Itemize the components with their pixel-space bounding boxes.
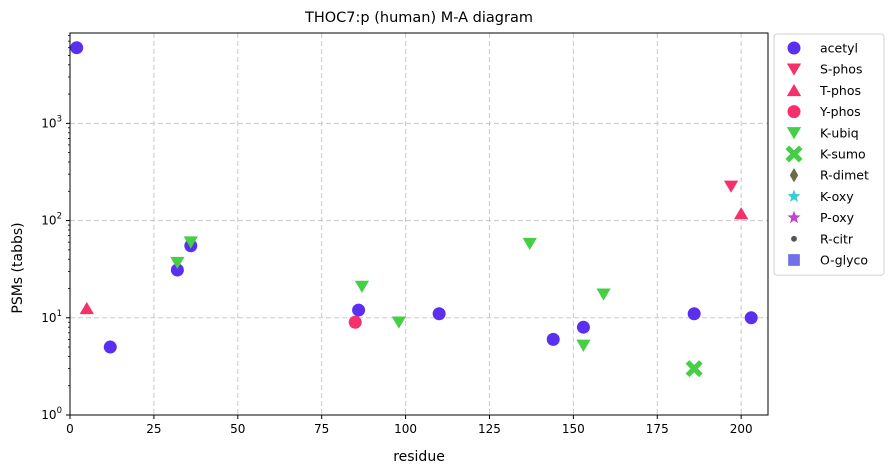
legend-marker-p-oxy bbox=[787, 210, 801, 224]
data-point-acetyl bbox=[170, 263, 184, 277]
x-tick-label: 100 bbox=[394, 422, 417, 436]
x-tick-label: 50 bbox=[230, 422, 245, 436]
legend: acetyl S-phos T-phos Y-phos K-ubiq K-sumo R-di… bbox=[773, 33, 885, 276]
legend-label: S-phos bbox=[820, 62, 862, 77]
legend-marker-o-glyco bbox=[788, 254, 800, 266]
x-tick-label: 125 bbox=[478, 422, 501, 436]
chart-title: THOC7:p (human) M-A diagram bbox=[304, 10, 533, 26]
y-tick-label: 101 bbox=[41, 309, 62, 325]
legend-marker-k-ubiq bbox=[786, 127, 802, 140]
data-point-t-phos bbox=[79, 301, 94, 315]
data-point-acetyl bbox=[576, 320, 590, 334]
data-point-acetyl bbox=[70, 41, 84, 55]
y-axis-label: PSMs (tabbs) bbox=[10, 222, 26, 313]
y-tick-label: 100 bbox=[41, 406, 62, 422]
legend-label: P-oxy bbox=[820, 210, 855, 225]
data-point-k-ubiq bbox=[170, 256, 185, 269]
legend-label: O-glyco bbox=[820, 253, 868, 268]
legend-label: R-citr bbox=[820, 231, 854, 246]
data-point-acetyl bbox=[352, 303, 366, 317]
x-axis-label: residue bbox=[393, 449, 445, 465]
legend-marker-y-phos bbox=[787, 105, 801, 119]
data-point-acetyl bbox=[103, 340, 117, 354]
data-point-k-ubiq bbox=[391, 316, 407, 329]
y-tick-label: 103 bbox=[41, 114, 62, 130]
y-tick-label: 102 bbox=[41, 212, 62, 228]
data-point-k-sumo bbox=[685, 360, 703, 378]
data-point-k-ubiq bbox=[354, 280, 370, 293]
x-tick-label: 0 bbox=[66, 422, 74, 436]
legend-box bbox=[773, 33, 885, 276]
legend-marker-k-sumo bbox=[785, 145, 803, 163]
legend-marker-k-oxy bbox=[787, 189, 801, 202]
data-points bbox=[70, 41, 758, 378]
data-point-k-ubiq bbox=[596, 288, 611, 301]
legend-marker-t-phos bbox=[786, 83, 802, 97]
legend-label: acetyl bbox=[820, 41, 858, 56]
legend-label: K-oxy bbox=[820, 189, 854, 204]
legend-label: K-ubiq bbox=[820, 125, 859, 140]
grid-lines bbox=[70, 33, 768, 415]
x-tick-label: 200 bbox=[730, 422, 753, 436]
x-tick-label: 175 bbox=[646, 422, 669, 436]
legend-marker-acetyl bbox=[787, 41, 801, 55]
data-point-y-phos bbox=[348, 315, 362, 329]
plot-frame bbox=[69, 32, 769, 416]
legend-label: K-sumo bbox=[820, 147, 866, 162]
x-tick-label: 25 bbox=[146, 422, 161, 436]
legend-marker-s-phos bbox=[786, 63, 802, 76]
data-point-k-ubiq bbox=[183, 236, 198, 249]
legend-marker-r-citr bbox=[791, 235, 797, 242]
x-tick-label: 75 bbox=[314, 422, 329, 436]
data-point-acetyl bbox=[546, 332, 560, 346]
x-tick-label: 150 bbox=[562, 422, 585, 436]
legend-marker-r-dimet bbox=[789, 168, 799, 183]
data-point-s-phos bbox=[723, 180, 739, 193]
data-point-acetyl bbox=[432, 307, 446, 321]
axis-ticks: 0 25 50 75 100 125 150 175 200 100 101 102 103 bbox=[41, 35, 753, 436]
data-point-k-ubiq bbox=[576, 339, 591, 352]
data-point-t-phos bbox=[734, 207, 749, 220]
data-point-k-ubiq bbox=[522, 237, 537, 251]
legend-label: R-dimet bbox=[820, 168, 869, 183]
legend-label: T-phos bbox=[819, 83, 861, 98]
data-point-acetyl bbox=[744, 311, 758, 325]
data-point-acetyl bbox=[687, 307, 701, 321]
legend-label: Y-phos bbox=[819, 104, 861, 119]
